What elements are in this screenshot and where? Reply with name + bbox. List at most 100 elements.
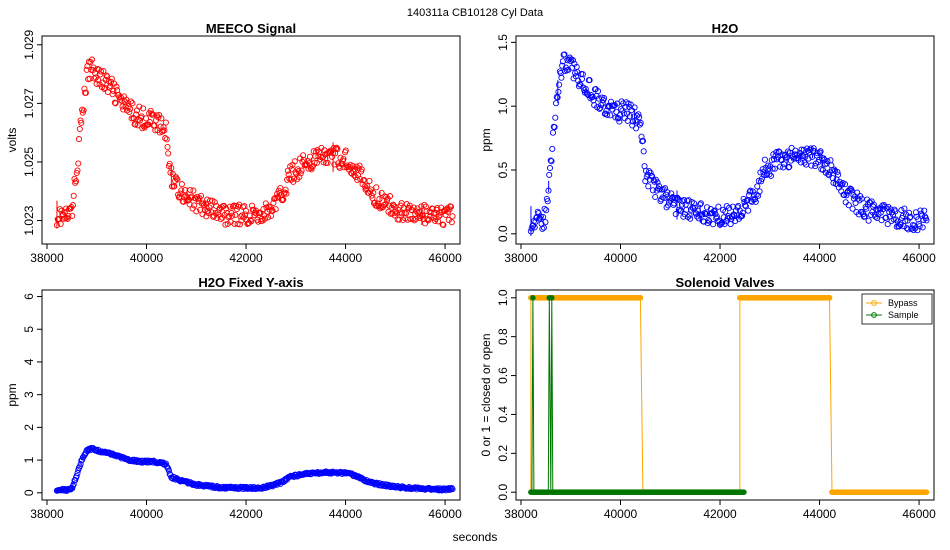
- data-point: [402, 210, 410, 217]
- data-point: [638, 133, 645, 140]
- data-point: [149, 111, 157, 118]
- data-point: [234, 221, 241, 228]
- data-point: [205, 210, 212, 217]
- y-tick-label: 1.027: [22, 88, 36, 118]
- y-tick-label: 1: [22, 456, 36, 463]
- data-point: [672, 211, 679, 218]
- data-point: [892, 216, 900, 223]
- data-point: [553, 100, 560, 107]
- data-point: [134, 122, 141, 129]
- data-point: [280, 196, 287, 203]
- data-point: [248, 218, 255, 225]
- data-point: [126, 108, 133, 116]
- data-point: [549, 145, 556, 152]
- data-point: [780, 161, 788, 168]
- data-point: [111, 99, 118, 106]
- data-point: [242, 207, 250, 215]
- panel-h2o: H2O 38000 40000 42000 44000 46000 0.0 0.5 1.0 1.5…: [479, 21, 936, 265]
- data-point: [622, 103, 629, 110]
- data-point: [779, 151, 786, 158]
- data-point: [136, 117, 144, 124]
- data-point: [91, 75, 98, 82]
- data-point: [917, 207, 924, 214]
- y-tick-label: 5: [22, 326, 36, 333]
- data-point: [61, 209, 68, 216]
- data-point: [860, 213, 868, 220]
- scatter-points: [53, 444, 456, 494]
- data-point: [313, 159, 320, 166]
- data-point: [427, 212, 434, 220]
- data-point: [189, 205, 196, 212]
- data-point: [83, 66, 90, 73]
- data-point: [767, 172, 775, 179]
- x-tick-label: 46000: [902, 507, 936, 521]
- data-point: [449, 486, 456, 493]
- data-point: [136, 103, 143, 110]
- data-point: [383, 194, 390, 201]
- data-point: [551, 124, 558, 131]
- data-point: [902, 217, 909, 225]
- data-point: [206, 204, 213, 211]
- data-point: [376, 196, 383, 203]
- data-point: [409, 215, 416, 222]
- legend-label: Bypass: [888, 298, 918, 308]
- data-point: [129, 100, 136, 107]
- data-point: [449, 213, 456, 220]
- data-point: [555, 88, 562, 95]
- data-point: [810, 145, 817, 152]
- data-point: [802, 153, 809, 160]
- data-point: [448, 219, 455, 226]
- data-point: [746, 188, 753, 195]
- data-point: [552, 114, 559, 121]
- data-point: [77, 461, 84, 468]
- data-point: [761, 156, 768, 163]
- x-tick-label: 44000: [803, 507, 837, 521]
- data-point: [537, 213, 544, 220]
- x-tick-label: 42000: [703, 251, 737, 265]
- data-point: [574, 69, 581, 76]
- data-point: [373, 184, 380, 191]
- x-tick-label: 42000: [703, 507, 737, 521]
- data-point: [771, 165, 778, 172]
- data-point: [601, 95, 608, 102]
- data-point: [411, 217, 418, 224]
- legend-box: [861, 293, 933, 325]
- data-point: [422, 203, 429, 210]
- data-point: [429, 205, 436, 212]
- data-point: [396, 216, 403, 223]
- data-point: [717, 220, 724, 227]
- data-point: [382, 201, 389, 208]
- data-point: [805, 155, 812, 162]
- data-point: [296, 173, 303, 181]
- y-axis-label: ppm: [5, 383, 19, 406]
- data-point: [334, 146, 341, 153]
- data-point: [799, 152, 806, 159]
- data-point: [273, 195, 280, 202]
- data-point: [410, 204, 417, 211]
- data-point: [539, 225, 546, 232]
- data-point: [923, 217, 930, 224]
- data-point: [687, 215, 694, 222]
- data-point: [101, 84, 109, 91]
- data-point: [133, 111, 140, 118]
- data-point: [558, 74, 565, 81]
- data-point: [679, 198, 686, 205]
- data-point: [902, 211, 910, 218]
- data-point: [232, 211, 239, 219]
- data-point: [636, 114, 643, 121]
- data-point: [291, 158, 298, 165]
- data-point: [824, 158, 831, 165]
- data-point: [540, 213, 547, 221]
- data-point: [227, 483, 234, 490]
- data-point: [549, 129, 557, 136]
- y-tick-label: 4: [22, 358, 36, 365]
- panel-title: MEECO Signal: [206, 21, 296, 36]
- data-point: [297, 170, 304, 177]
- y-tick-label: 0.0: [496, 225, 510, 242]
- data-point: [440, 221, 447, 229]
- data-point: [695, 215, 702, 222]
- data-point: [100, 68, 107, 75]
- panel-meeco-signal: MEECO Signal 38000 40000 42000 44000 46000 1.0…: [5, 21, 462, 265]
- data-point: [715, 203, 722, 210]
